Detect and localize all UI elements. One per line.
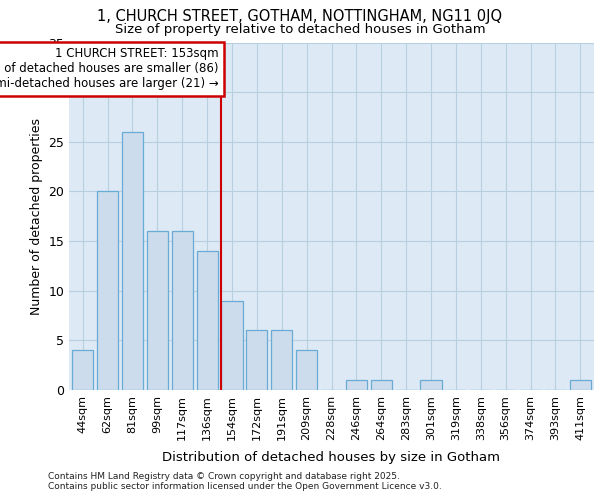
- Bar: [246, 330, 268, 390]
- Bar: [72, 350, 93, 390]
- Bar: [197, 251, 218, 390]
- Text: Contains HM Land Registry data © Crown copyright and database right 2025.
Contai: Contains HM Land Registry data © Crown c…: [48, 472, 442, 491]
- Bar: [570, 380, 591, 390]
- Bar: [221, 300, 242, 390]
- X-axis label: Distribution of detached houses by size in Gotham: Distribution of detached houses by size …: [163, 451, 500, 464]
- Text: 1 CHURCH STREET: 153sqm
← 80% of detached houses are smaller (86)
19% of semi-de: 1 CHURCH STREET: 153sqm ← 80% of detache…: [0, 48, 218, 90]
- Bar: [371, 380, 392, 390]
- Bar: [97, 192, 118, 390]
- Bar: [346, 380, 367, 390]
- Bar: [296, 350, 317, 390]
- Bar: [122, 132, 143, 390]
- Bar: [172, 231, 193, 390]
- Y-axis label: Number of detached properties: Number of detached properties: [30, 118, 43, 315]
- Bar: [421, 380, 442, 390]
- Text: Size of property relative to detached houses in Gotham: Size of property relative to detached ho…: [115, 23, 485, 36]
- Text: 1, CHURCH STREET, GOTHAM, NOTTINGHAM, NG11 0JQ: 1, CHURCH STREET, GOTHAM, NOTTINGHAM, NG…: [97, 9, 503, 24]
- Bar: [147, 231, 168, 390]
- Bar: [271, 330, 292, 390]
